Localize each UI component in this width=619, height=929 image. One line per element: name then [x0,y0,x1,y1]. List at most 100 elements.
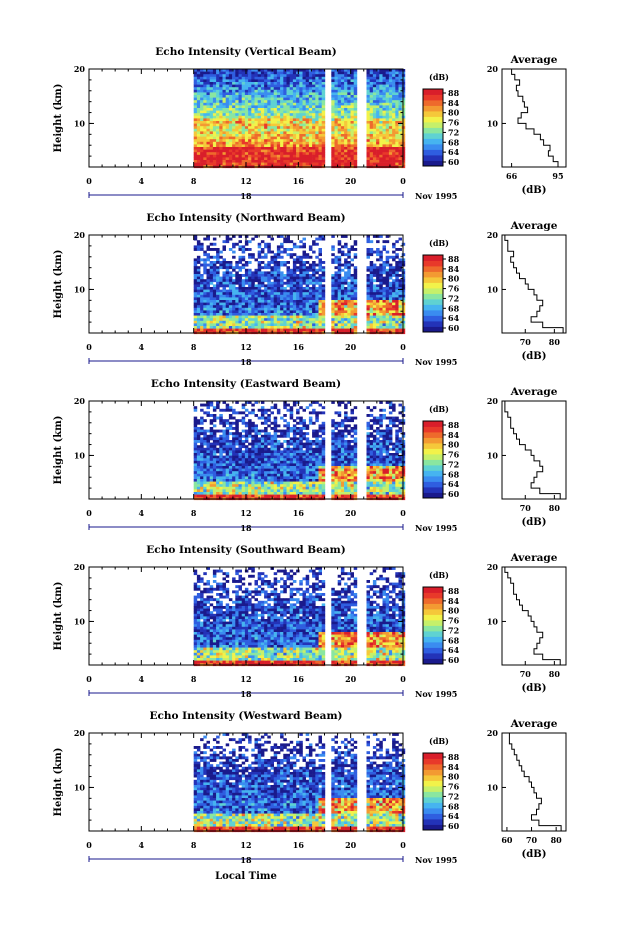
heatmap-cell [251,92,255,96]
heatmap-cell [273,300,278,303]
average-frame [501,234,567,334]
heatmap-cell [299,110,303,114]
heatmap-cell [232,79,236,83]
heatmap-cell [376,71,380,75]
heatmap-cell [321,429,326,433]
heatmap-cell [238,302,242,306]
heatmap-cell [216,268,220,272]
heatmap-cell [392,121,396,124]
heatmap-cell [388,105,393,109]
heatmap-cell [232,105,236,109]
heatmap-cell [296,118,300,122]
heatmap-cell [260,305,265,309]
heatmap-cell [315,305,319,309]
heatmap-cell [286,307,290,311]
heatmap-cell [344,121,348,124]
heatmap-cell [283,100,287,104]
heatmap-cell [388,74,393,78]
heatmap-cell [388,274,393,277]
heatmap-cell [305,323,310,327]
heatmap-cell [395,424,399,428]
heatmap-cell [248,84,252,88]
heatmap-cell [206,411,210,415]
heatmap-cell [225,406,230,410]
heatmap-cell [334,87,338,91]
heatmap-cell [216,292,220,296]
heatmap-cell [235,274,239,277]
heatmap-cell [340,110,345,114]
heatmap-cell [388,432,393,436]
heatmap-cell [395,149,399,153]
heatmap-cell [248,160,252,163]
heatmap-cell [321,437,326,441]
heatmap-cell [366,108,370,111]
heatmap-cell [286,74,290,78]
heatmap-cell [219,139,223,143]
heatmap-cell [260,102,265,106]
heatmap-cell [200,313,204,316]
heatmap-cell [254,108,258,111]
heatmap-cell [276,235,281,238]
heatmap-cell [331,100,335,104]
heatmap-cell [257,157,262,161]
heatmap-cell [340,79,345,83]
heatmap-cell [286,268,290,272]
heatmap-cell [321,69,326,72]
heatmap-cell [385,318,390,322]
heatmap-cell [366,297,370,301]
heatmap-cell [270,123,274,127]
heatmap-cell [369,240,374,244]
heatmap-cell [241,440,246,443]
heatmap-cell [372,266,377,270]
heatmap-cell [299,287,303,290]
heatmap-cell [395,313,399,316]
heatmap-cell [340,76,345,80]
heatmap-cell [398,87,402,91]
heatmap-cell [267,408,271,412]
heatmap-cell [382,287,386,290]
heatmap-cell [344,307,348,311]
heatmap-cell [353,253,358,257]
heatmap-cell [395,152,399,156]
heatmap-cell [286,97,290,101]
heatmap-cell [219,141,223,145]
heatmap-cell [254,302,258,306]
heatmap-cell [344,281,348,285]
heatmap-cell [305,440,310,443]
heatmap-cell [334,315,338,319]
heatmap-cell [321,302,326,306]
heatmap-cell [212,118,217,122]
heatmap-cell [264,118,268,122]
heatmap-cell [353,440,358,443]
heatmap-cell [273,84,278,88]
heatmap-cell [196,421,201,425]
heatmap-cell [318,134,322,137]
heatmap-cell [280,297,284,301]
heatmap-cell [347,128,351,132]
heatmap-cell [203,147,207,150]
heatmap-cell [216,328,220,332]
heatmap-cell [270,131,274,135]
heatmap-cell [232,95,236,98]
heatmap-cell [366,326,370,329]
heatmap-cell [305,87,310,91]
heatmap-cell [305,115,310,119]
heatmap-cell [382,281,386,285]
heatmap-cell [302,95,306,98]
heatmap-cell [308,315,313,319]
heatmap-cell [254,315,258,319]
heatmap-cell [321,266,326,270]
heatmap-cell [241,245,246,249]
heatmap-cell [196,320,201,324]
heatmap-cell [385,315,390,319]
heatmap-cell [238,131,242,135]
heatmap-cell [340,421,345,425]
heatmap-cell [382,123,386,127]
heatmap-cell [350,307,354,311]
heatmap-cell [299,121,303,124]
heatmap-cell [337,250,342,254]
heatmap-cell [372,434,377,438]
heatmap-cell [344,87,348,91]
heatmap-cell [225,115,230,119]
heatmap-cell [315,157,319,161]
